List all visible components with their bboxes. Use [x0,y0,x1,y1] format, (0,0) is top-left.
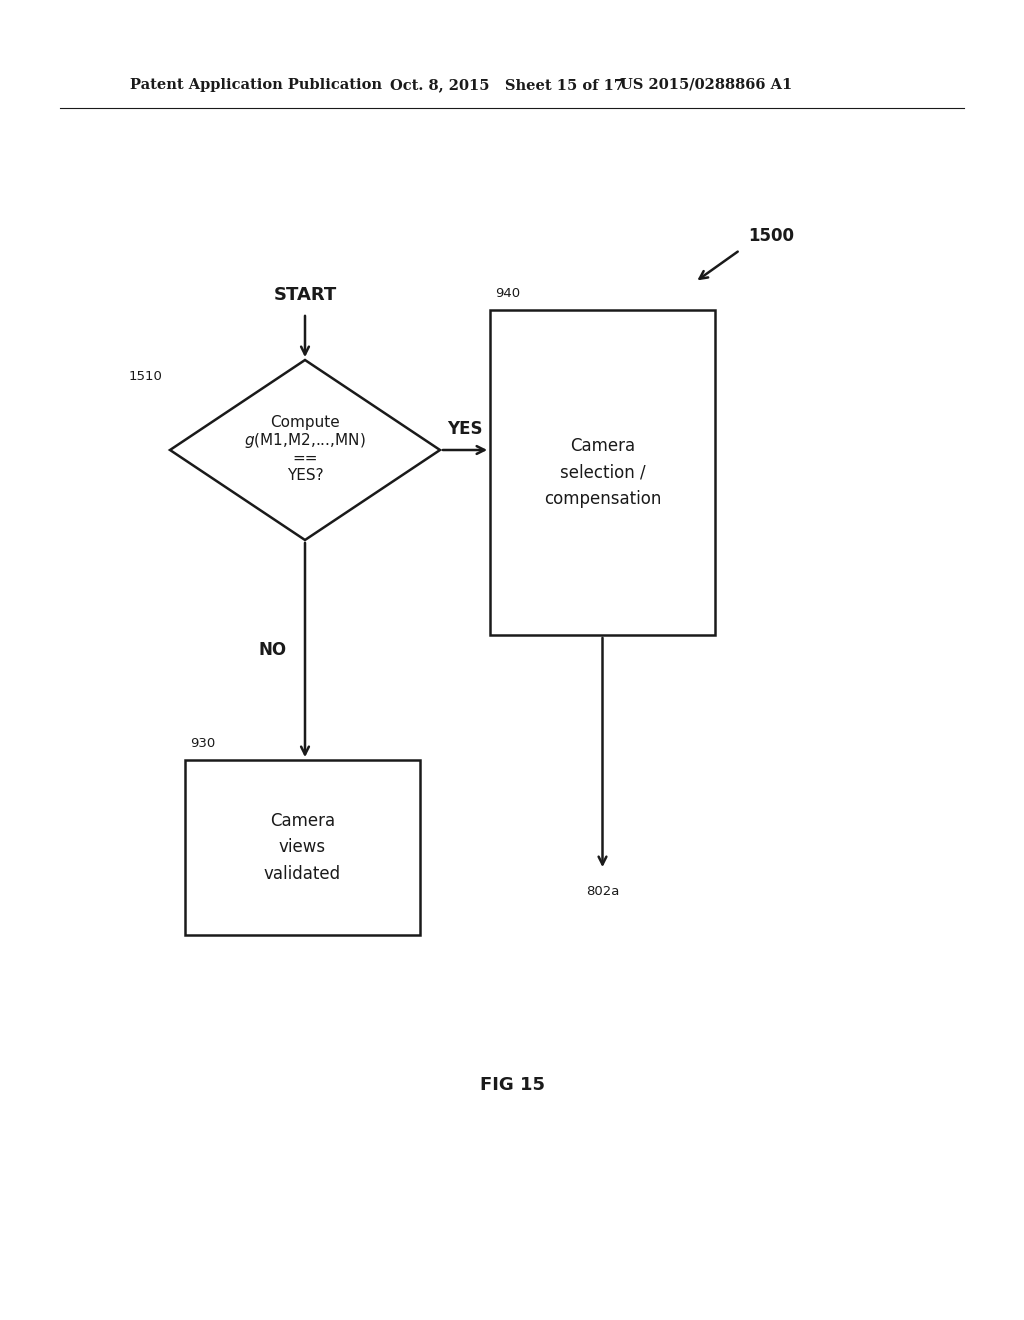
Bar [185,760,420,935]
Text: Oct. 8, 2015   Sheet 15 of 17: Oct. 8, 2015 Sheet 15 of 17 [390,78,624,92]
Text: Camera
views
validated: Camera views validated [264,812,341,883]
Text: 1510: 1510 [128,370,162,383]
Text: YES?: YES? [287,469,324,483]
Text: Patent Application Publication: Patent Application Publication [130,78,382,92]
Text: 940: 940 [495,286,520,300]
Text: YES: YES [447,420,482,438]
Bar [490,310,715,635]
Text: 802a: 802a [586,884,620,898]
Text: $g$(M1,M2,...,MN): $g$(M1,M2,...,MN) [244,430,366,450]
Text: Camera
selection /
compensation: Camera selection / compensation [544,437,662,508]
Text: START: START [273,286,337,304]
Text: ==: == [292,450,317,466]
Text: US 2015/0288866 A1: US 2015/0288866 A1 [620,78,793,92]
Text: NO: NO [259,642,287,659]
Text: 1500: 1500 [748,227,794,246]
Text: Compute: Compute [270,414,340,429]
Text: 930: 930 [190,737,215,750]
Text: FIG 15: FIG 15 [479,1076,545,1094]
